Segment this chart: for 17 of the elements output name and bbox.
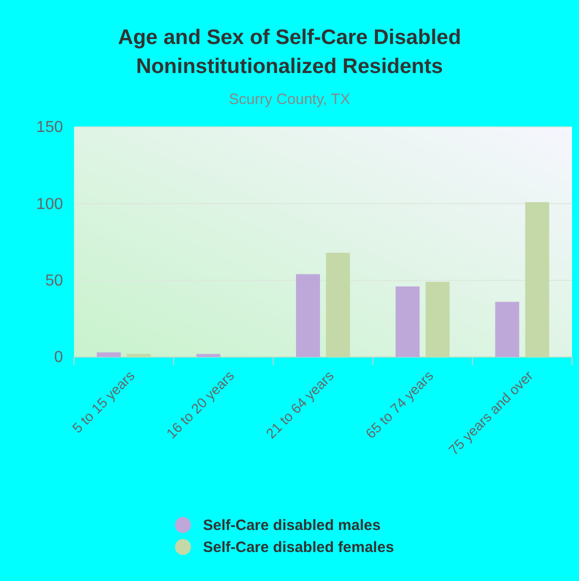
bar xyxy=(96,352,121,357)
bar xyxy=(296,274,320,357)
chart-title: Age and Sex of Self-Care Disabled Noninstitutionalized Residents xyxy=(118,26,462,78)
y-tick-label: 0 xyxy=(54,349,64,366)
chart-subtitle: Scurry County, TX xyxy=(228,91,350,108)
bar xyxy=(495,302,520,357)
bar xyxy=(326,252,350,357)
y-tick-label: 100 xyxy=(36,196,64,213)
legend-label: Self-Care disabled males xyxy=(203,517,381,534)
y-tick-label: 50 xyxy=(45,272,64,290)
bar xyxy=(396,286,420,357)
legend-label: Self-Care disabled females xyxy=(203,539,394,556)
bar xyxy=(426,282,450,357)
bar xyxy=(126,354,151,357)
bar xyxy=(196,354,220,357)
y-tick-label: 150 xyxy=(36,119,64,136)
bar xyxy=(525,202,550,357)
